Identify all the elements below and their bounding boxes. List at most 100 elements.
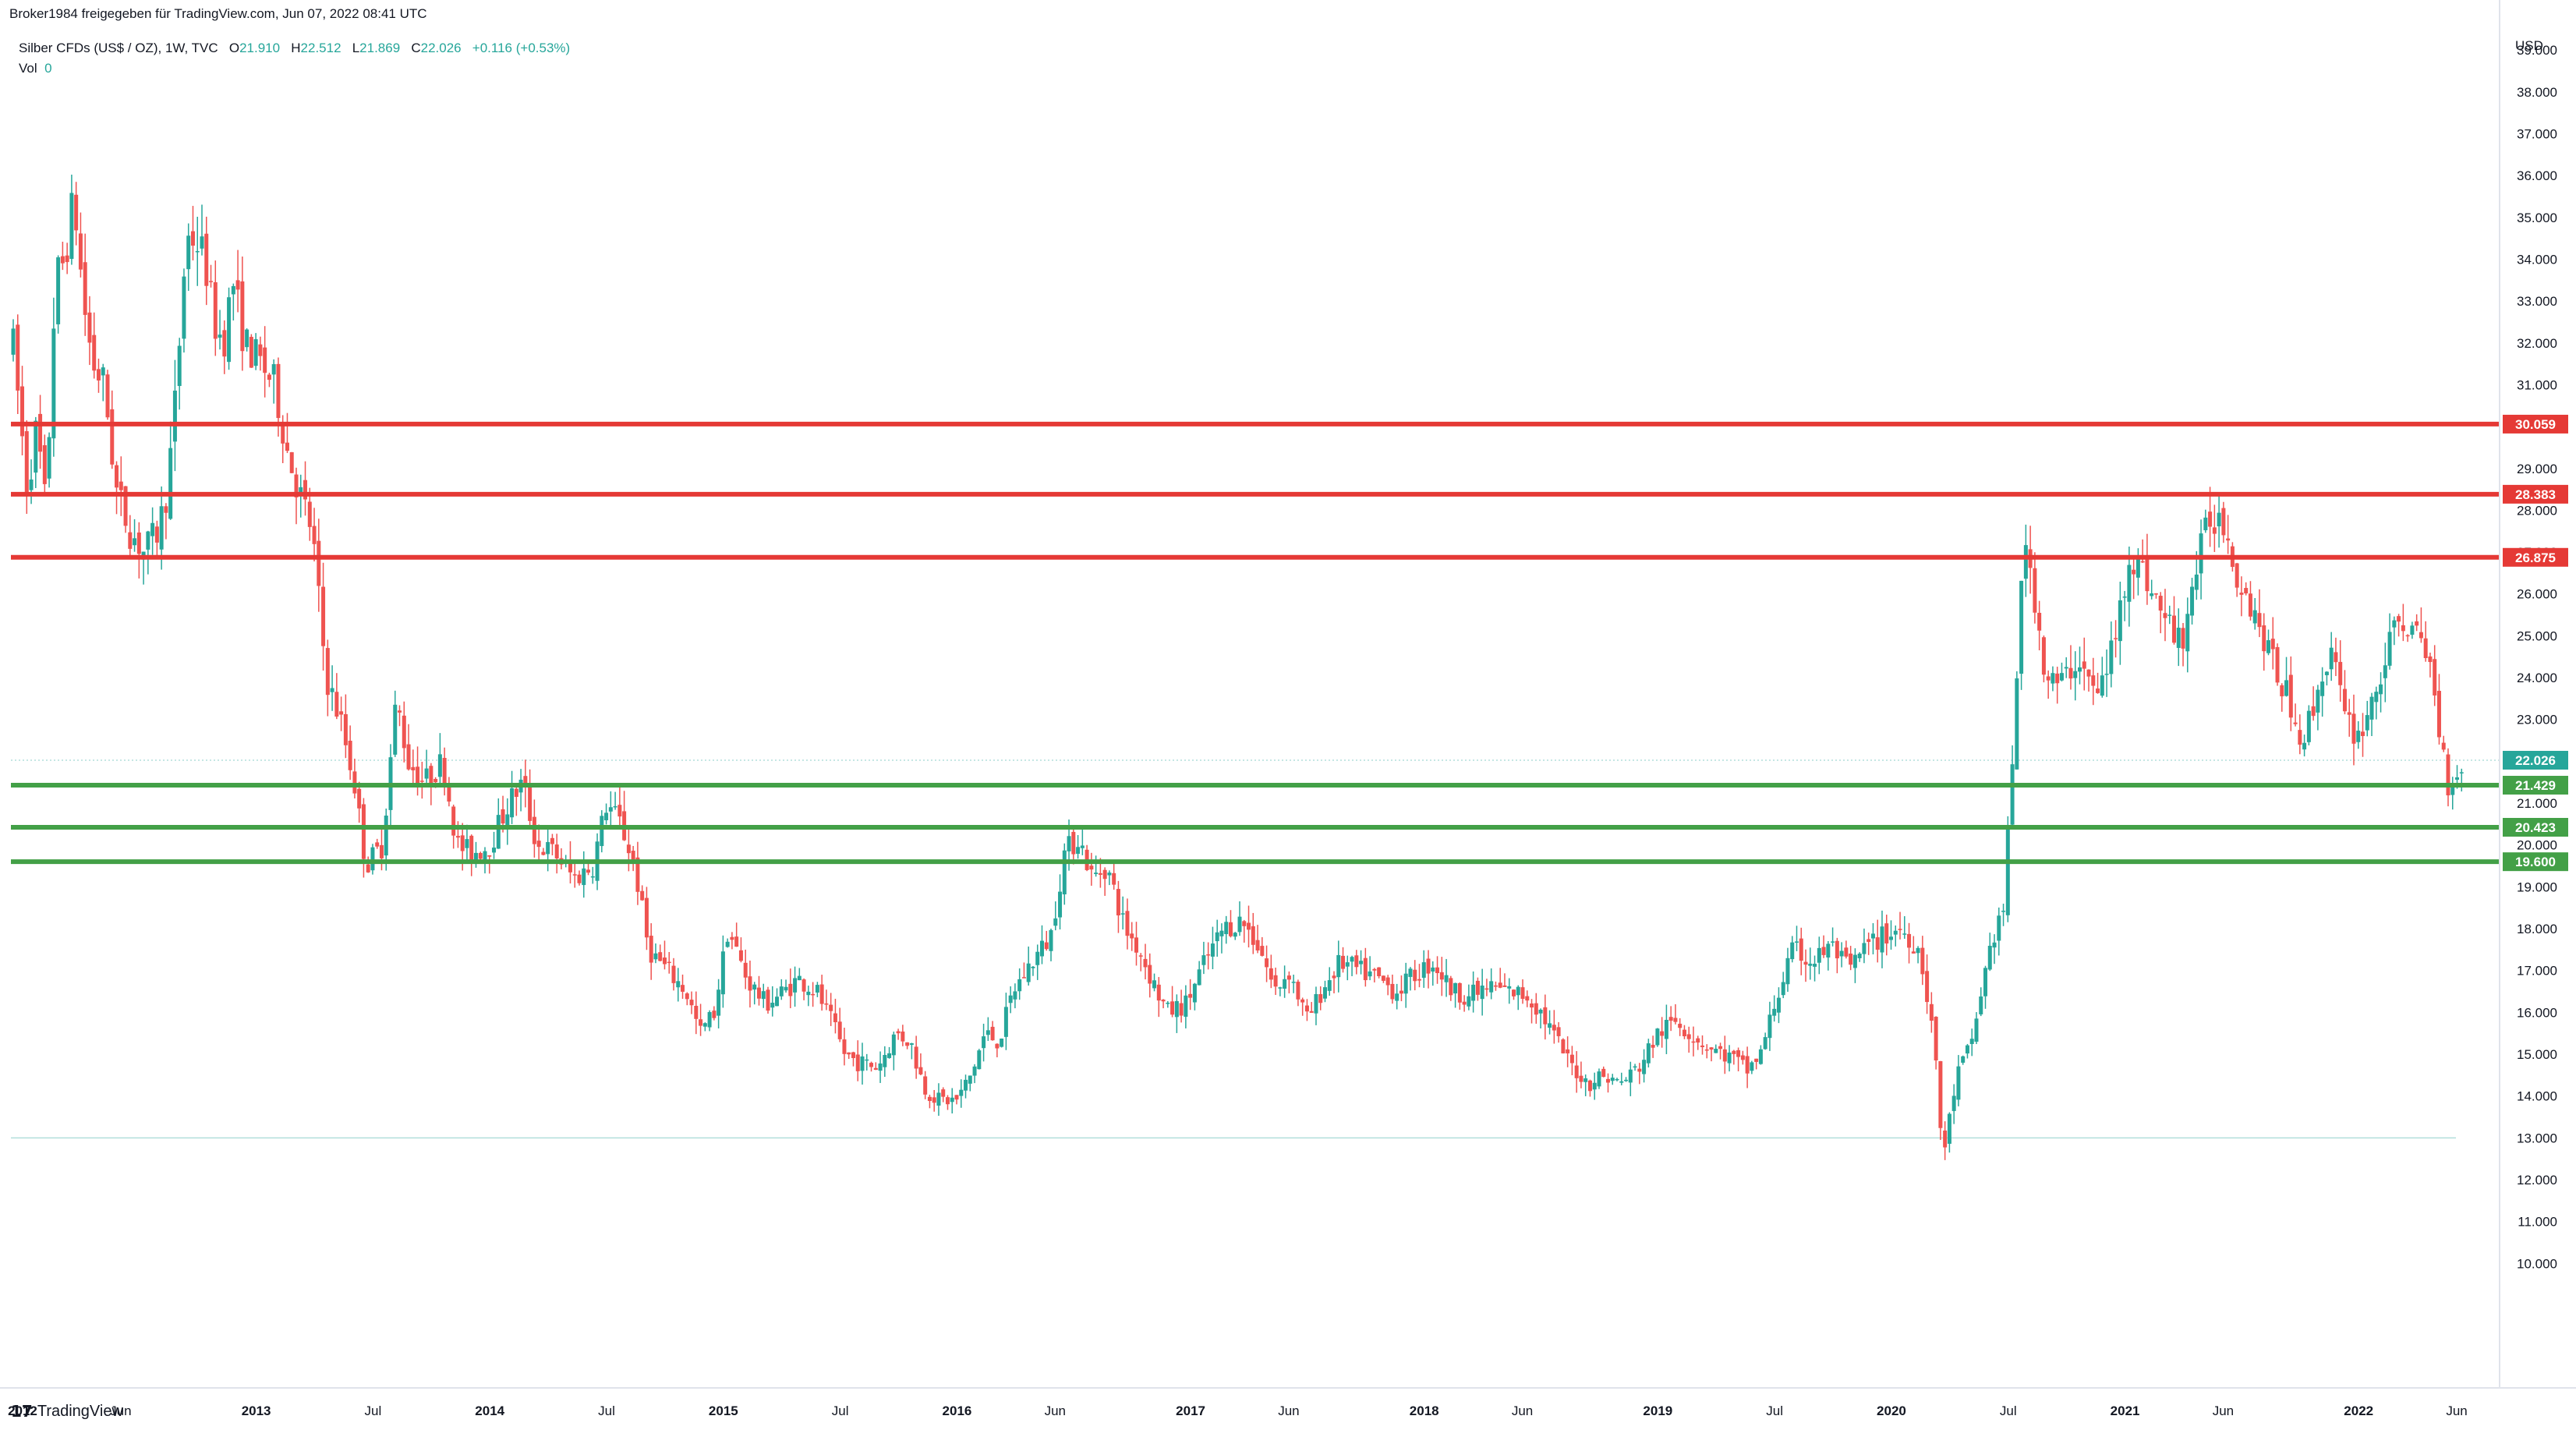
y-tick-label: 24.000 <box>2517 671 2557 685</box>
candle-body <box>923 1076 928 1095</box>
candle-body <box>2145 556 2150 592</box>
candle-body <box>1439 972 1444 980</box>
candle-body <box>11 328 16 355</box>
candle-body <box>2051 673 2055 684</box>
y-tick-label: 26.000 <box>2517 587 2557 602</box>
candle-body <box>644 897 649 938</box>
candle-body <box>1597 1071 1601 1087</box>
candle-body <box>2037 612 2042 631</box>
candle-body <box>1507 986 1512 989</box>
candle-body <box>546 841 550 855</box>
candle-body <box>1076 847 1081 854</box>
candle-body <box>1449 978 1453 996</box>
x-tick-label: 2019 <box>1643 1403 1672 1418</box>
candle-body <box>1013 991 1017 1000</box>
candle-body <box>1754 1058 1759 1062</box>
resistance-level-tag-label: 28.383 <box>2515 487 2556 502</box>
candle-body <box>1003 1007 1008 1037</box>
close-label: C <box>411 41 421 55</box>
candle-body <box>267 374 271 381</box>
candle-body <box>1637 1068 1642 1072</box>
candle-body <box>1345 962 1350 967</box>
candle-body <box>1587 1080 1592 1092</box>
candle-body <box>918 1067 923 1074</box>
candle-body <box>1138 955 1143 957</box>
candle-body <box>707 1012 712 1028</box>
candle-body <box>662 957 667 965</box>
candle-body <box>87 312 92 343</box>
candle-body <box>1951 1096 1956 1111</box>
y-tick-label: 13.000 <box>2517 1131 2557 1145</box>
candle-body <box>2342 688 2347 712</box>
tradingview-logo[interactable]: 17 TradingView <box>11 1402 123 1421</box>
candle-body <box>1480 986 1484 1000</box>
candle-body <box>1583 1078 1588 1082</box>
candle-body <box>1592 1082 1597 1090</box>
candle-body <box>977 1050 982 1070</box>
candle-body <box>1228 922 1233 936</box>
candle-body <box>1718 1046 1723 1049</box>
candle-body <box>743 962 748 978</box>
candle-body <box>2203 517 2208 531</box>
symbol-legend[interactable]: Silber CFDs (US$ / OZ), 1W, TVC O21.910 … <box>19 41 570 56</box>
candle-body <box>972 1066 977 1076</box>
candle-body <box>1835 940 1839 959</box>
candle-body <box>837 1021 842 1039</box>
candle-body <box>653 953 658 960</box>
candle-body <box>1678 1023 1683 1028</box>
candle-body <box>1421 962 1426 978</box>
candle-body <box>235 280 240 290</box>
candle-body <box>1197 969 1201 986</box>
candle-body <box>393 704 398 755</box>
candle-body <box>1700 1045 1704 1047</box>
candle-body <box>702 1023 707 1027</box>
candle-body <box>133 538 137 546</box>
candle-body <box>159 506 164 550</box>
candle-body <box>343 713 348 745</box>
price-axis[interactable]: 10.000 11.000 12.000 13.000 14.000 15.000 16.0… <box>2517 43 2557 1271</box>
candle-body <box>1844 947 1849 957</box>
candle-body <box>2118 600 2122 642</box>
candle-body <box>204 233 209 286</box>
candle-body <box>1080 845 1085 848</box>
candle-body <box>1799 938 1803 961</box>
candle-body <box>1260 946 1265 956</box>
candle-body <box>83 262 87 315</box>
candle-body <box>2446 754 2450 796</box>
candle-body <box>60 256 65 264</box>
candle-body <box>833 1013 837 1022</box>
candle-body <box>1242 921 1247 926</box>
candle-body <box>676 981 681 988</box>
candle-body <box>1170 1001 1175 1015</box>
candle-body <box>281 423 285 444</box>
candle-body <box>42 445 47 484</box>
volume-legend[interactable]: Vol 0 <box>19 61 52 76</box>
candle-body <box>658 952 663 961</box>
candle-body <box>29 480 34 490</box>
candle-body <box>2150 593 2154 596</box>
candle-body <box>1134 937 1138 953</box>
candle-body <box>626 844 631 854</box>
candle-body <box>685 993 689 1000</box>
resistance-level-tag <box>2503 414 2568 434</box>
candle-body <box>1233 933 1237 937</box>
candle-body <box>1579 1075 1583 1082</box>
candle-body <box>1794 941 1799 943</box>
candle-body <box>2284 680 2289 696</box>
time-axis[interactable]: 2012 Jun 2013 Jul 2014 Jul 2015 Jul 2016 Jun 2017 J… <box>8 1403 2468 1418</box>
candle-body <box>150 522 155 536</box>
candle-body <box>1000 1039 1004 1047</box>
candle-body <box>321 586 326 646</box>
candle-body <box>2068 667 2073 679</box>
symbol-name[interactable]: Silber CFDs (US$ / OZ), 1W, TVC <box>19 41 218 55</box>
candle-body <box>1548 1023 1552 1028</box>
candle-body <box>1552 1025 1556 1031</box>
horizontal-levels[interactable] <box>11 421 2500 865</box>
candle-body <box>505 814 510 830</box>
candle-body <box>2405 635 2410 637</box>
candle-body <box>2163 613 2167 618</box>
candle-body <box>1790 942 1795 960</box>
candle-body <box>69 193 74 260</box>
candle-body <box>1283 979 1287 989</box>
